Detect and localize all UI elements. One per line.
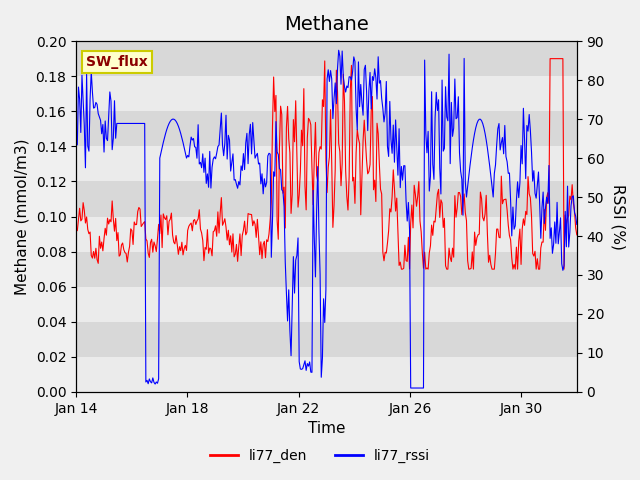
Title: Methane: Methane [284,15,369,34]
Y-axis label: RSSI (%): RSSI (%) [610,183,625,250]
Y-axis label: Methane (mmol/m3): Methane (mmol/m3) [15,138,30,295]
Bar [76,76,577,111]
Bar [76,216,577,252]
Legend: li77_den, li77_rssi: li77_den, li77_rssi [204,443,436,468]
Text: SW_flux: SW_flux [86,55,148,69]
Bar [76,287,577,322]
Bar [76,146,577,181]
X-axis label: Time: Time [308,421,345,436]
Bar [76,357,577,392]
